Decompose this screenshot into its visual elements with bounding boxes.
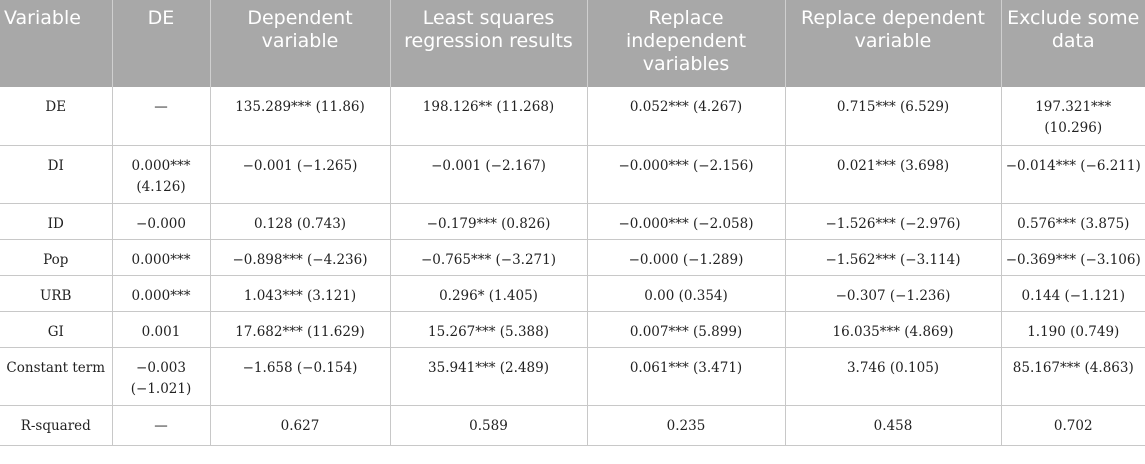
regression-results-table: Variable DE Dependent variable Least squ… [0, 0, 1145, 446]
table-cell: 0.576*** (3.875) [1001, 203, 1145, 240]
header-cell: Replace independent variables [587, 0, 786, 87]
table-cell: 0.702 [1001, 405, 1145, 446]
table-cell: −0.014*** (−6.211) [1001, 145, 1145, 204]
table-cell: 0.627 [210, 405, 391, 446]
header-cell: Variable [0, 0, 113, 87]
table-cell: 1.190 (0.749) [1001, 311, 1145, 348]
table-cell: 0.296* (1.405) [390, 275, 588, 312]
table-cell: — [112, 405, 211, 446]
table-cell: 0.589 [390, 405, 588, 446]
header-cell: DE [112, 0, 211, 87]
table-cell: 0.000*** [112, 275, 211, 312]
table-row: Constant term −0.003 (−1.021) −1.658 (−0… [0, 347, 1145, 406]
table-row: GI 0.001 17.682*** (11.629) 15.267*** (5… [0, 311, 1145, 348]
table-cell: −1.526*** (−2.976) [785, 203, 1002, 240]
table-cell: 0.458 [785, 405, 1002, 446]
table-cell: 0.007*** (5.899) [587, 311, 786, 348]
table-row: URB 0.000*** 1.043*** (3.121) 0.296* (1.… [0, 275, 1145, 312]
table-cell: URB [0, 275, 113, 312]
table-cell: −0.000 (−1.289) [587, 239, 786, 276]
table-cell: −0.369*** (−3.106) [1001, 239, 1145, 276]
table-cell: 0.000*** (4.126) [112, 145, 211, 204]
table-cell: −0.000*** (−2.156) [587, 145, 786, 204]
table-cell: 0.00 (0.354) [587, 275, 786, 312]
table-cell: DE [0, 87, 113, 146]
table-cell: −0.307 (−1.236) [785, 275, 1002, 312]
table-cell: 0.715*** (6.529) [785, 87, 1002, 146]
table-cell: 0.128 (0.743) [210, 203, 391, 240]
table-cell: ID [0, 203, 113, 240]
table-cell: −0.000 [112, 203, 211, 240]
table-cell: 0.021*** (3.698) [785, 145, 1002, 204]
table-cell: −1.562*** (−3.114) [785, 239, 1002, 276]
header-row: Variable DE Dependent variable Least squ… [0, 0, 1145, 87]
table-cell: 0.000*** [112, 239, 211, 276]
table-cell: 3.746 (0.105) [785, 347, 1002, 406]
table-cell: 85.167*** (4.863) [1001, 347, 1145, 406]
table-cell: −0.001 (−2.167) [390, 145, 588, 204]
table-row: R-squared — 0.627 0.589 0.235 0.458 0.70… [0, 405, 1145, 446]
table-cell: 15.267*** (5.388) [390, 311, 588, 348]
table-cell: −0.179*** (0.826) [390, 203, 588, 240]
table-cell: 35.941*** (2.489) [390, 347, 588, 406]
table-cell: 1.043*** (3.121) [210, 275, 391, 312]
table-cell: 0.001 [112, 311, 211, 348]
table-cell: Constant term [0, 347, 113, 406]
table-cell: −1.658 (−0.154) [210, 347, 391, 406]
table-cell: 0.052*** (4.267) [587, 87, 786, 146]
table-cell: −0.000*** (−2.058) [587, 203, 786, 240]
table-cell: 17.682*** (11.629) [210, 311, 391, 348]
table-cell: 0.144 (−1.121) [1001, 275, 1145, 312]
header-cell: Replace dependent variable [785, 0, 1002, 87]
table-cell: −0.003 (−1.021) [112, 347, 211, 406]
header-cell: Exclude some data [1001, 0, 1145, 87]
table-cell: −0.765*** (−3.271) [390, 239, 588, 276]
header-cell: Least squares regression results [390, 0, 588, 87]
table-cell: R-squared [0, 405, 113, 446]
table-cell: Pop [0, 239, 113, 276]
header-cell: Dependent variable [210, 0, 391, 87]
table-cell: 197.321*** (10.296) [1001, 87, 1145, 146]
table-row: Pop 0.000*** −0.898*** (−4.236) −0.765**… [0, 239, 1145, 276]
table-cell: 0.061*** (3.471) [587, 347, 786, 406]
table-cell: GI [0, 311, 113, 348]
table-cell: −0.001 (−1.265) [210, 145, 391, 204]
table-row: DE — 135.289*** (11.86) 198.126** (11.26… [0, 87, 1145, 146]
table-cell: 0.235 [587, 405, 786, 446]
table-cell: 198.126** (11.268) [390, 87, 588, 146]
table-cell: DI [0, 145, 113, 204]
table-cell: 16.035*** (4.869) [785, 311, 1002, 348]
table-cell: — [112, 87, 211, 146]
table-row: DI 0.000*** (4.126) −0.001 (−1.265) −0.0… [0, 145, 1145, 204]
table-row: ID −0.000 0.128 (0.743) −0.179*** (0.826… [0, 203, 1145, 240]
table-cell: −0.898*** (−4.236) [210, 239, 391, 276]
table-cell: 135.289*** (11.86) [210, 87, 391, 146]
